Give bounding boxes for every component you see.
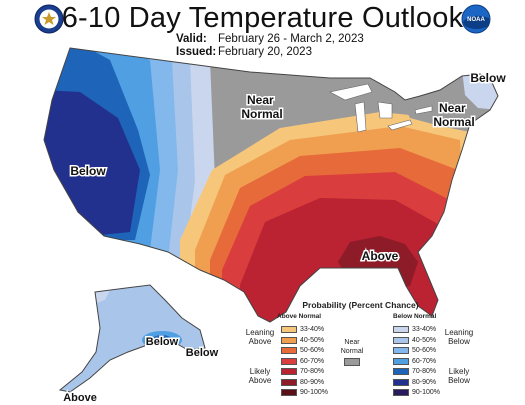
legend-below-label: 60-70% (412, 357, 437, 365)
legend-above-swatch (281, 378, 297, 386)
legend-above-row: 80-90% (281, 378, 324, 387)
legend-above-label: 80-90% (300, 378, 325, 386)
legend-title: Probability (Percent Chance) (302, 300, 419, 310)
legend-above-row: 50-60% (281, 346, 324, 355)
legend-above-label: 33-40% (300, 326, 325, 333)
lake-huron (377, 101, 393, 119)
legend-near-normal: Near Normal (340, 339, 364, 355)
legend-above-row: 33-40% (281, 325, 324, 334)
lake-ontario (414, 105, 433, 115)
legend-above-swatch (281, 336, 297, 344)
noaa-logo-icon: NOAA (461, 4, 491, 34)
outlook-dates: Valid: February 26 - March 2, 2023 Issued… (176, 33, 364, 59)
lake-superior (329, 83, 373, 101)
issued-value: February 20, 2023 (218, 46, 312, 58)
legend-above-row: 90-100% (281, 388, 328, 397)
conus-outline (43, 47, 499, 323)
near-normal-central-line2: Normal (241, 107, 282, 121)
label-above-alaska-aleutians: Above (63, 392, 97, 404)
legend-above-row: 60-70% (281, 357, 324, 366)
legend-above-label: 60-70% (300, 357, 325, 365)
legend-above-swatch (281, 347, 297, 354)
label-below-maine: Below (470, 71, 506, 85)
legend-below-label: 50-60% (412, 347, 437, 354)
legend-above-header: Above Normal (277, 313, 322, 320)
valid-label: Valid: (176, 33, 207, 45)
label-near-normal-central: Near Normal (241, 93, 282, 121)
legend-below-row: 33-40% (393, 325, 436, 334)
legend-above-label: 70-80% (300, 368, 325, 375)
near-normal-northeast-line1: Near (439, 101, 466, 115)
legend-below-label: 33-40% (412, 326, 437, 333)
alaska-shading (60, 285, 205, 392)
legend-likely-below: Likely Below (448, 367, 470, 385)
label-near-normal-northeast: Near Normal (433, 101, 474, 129)
label-below-alaska-panhandle: Below (186, 347, 219, 359)
alaska-below-40-50 (60, 285, 205, 392)
legend-leaning-above: Leaning Above (245, 328, 275, 346)
legend-above-row: 40-50% (281, 336, 324, 345)
doc-seal-icon (34, 4, 64, 34)
legend-likely-above: Likely Above (248, 367, 272, 385)
legend-below-swatch (393, 347, 409, 354)
legend-below-swatch (393, 389, 409, 396)
near-normal-northeast-line2: Normal (433, 115, 474, 129)
legend-above-row: 70-80% (281, 367, 324, 376)
legend-above-swatch (281, 326, 297, 333)
legend-above-label: 40-50% (300, 336, 325, 344)
label-above-southeast: Above (362, 249, 399, 263)
legend-below-swatch (393, 336, 409, 344)
legend-above-label: 90-100% (300, 389, 329, 396)
legend-below-header: Below Normal (393, 313, 437, 320)
legend-below-swatch (393, 357, 409, 365)
near-normal-central-line1: Near (247, 93, 274, 107)
valid-value: February 26 - March 2, 2023 (218, 33, 364, 45)
legend-below-row: 90-100% (393, 388, 440, 397)
legend-below-swatch (393, 368, 409, 375)
issued-label: Issued: (176, 46, 217, 58)
label-below-alaska: Below (146, 336, 179, 348)
legend-above-swatch (281, 368, 297, 375)
legend: Probability (Percent Chance) Above Norma… (243, 300, 478, 404)
legend-near-normal-swatch (344, 358, 360, 366)
label-below-west: Below (70, 164, 106, 178)
legend-below-row: 60-70% (393, 357, 436, 366)
legend-below-row: 40-50% (393, 336, 436, 345)
page-title: 6-10 Day Temperature Outlook (61, 2, 464, 34)
noaa-logo-text: NOAA (467, 17, 485, 23)
legend-above-swatch (281, 357, 297, 365)
great-lakes (329, 83, 433, 133)
legend-below-row: 80-90% (393, 378, 436, 387)
lake-michigan (354, 101, 367, 133)
legend-below-swatch (393, 326, 409, 333)
alaska-outline (58, 284, 206, 393)
legend-below-label: 40-50% (412, 336, 437, 344)
legend-below-label: 80-90% (412, 378, 437, 386)
legend-below-row: 50-60% (393, 346, 436, 355)
legend-below-label: 90-100% (412, 389, 441, 396)
legend-above-swatch (281, 389, 297, 396)
lake-erie (387, 119, 413, 131)
legend-below-swatch (393, 378, 409, 386)
legend-below-row: 70-80% (393, 367, 436, 376)
legend-below-label: 70-80% (412, 368, 437, 375)
legend-leaning-below: Leaning Below (444, 328, 474, 346)
legend-above-label: 50-60% (300, 347, 325, 354)
